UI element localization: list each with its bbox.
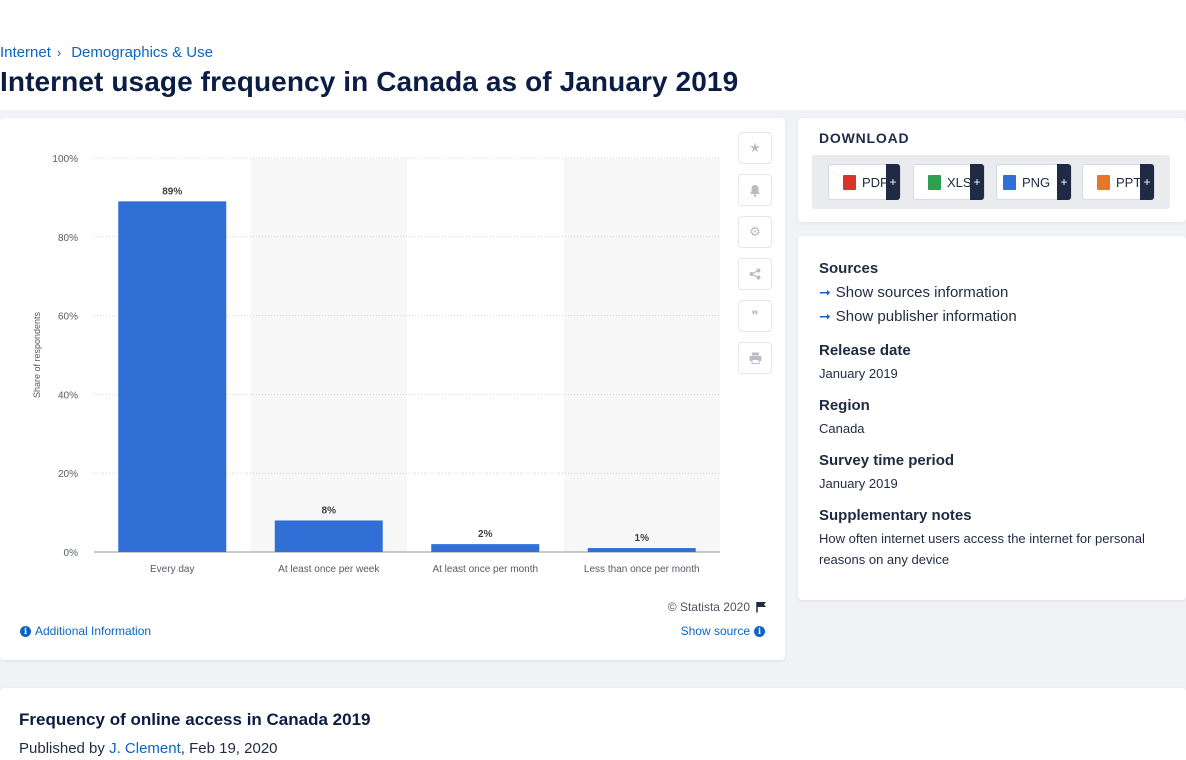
- published-by: Published by J. Clement, Feb 19, 2020: [19, 740, 278, 757]
- data-label: 2%: [478, 529, 493, 540]
- plot-band: [563, 158, 720, 552]
- download-xls-label: XLS: [947, 174, 972, 190]
- chart-credit: © Statista 2020: [668, 600, 767, 614]
- x-tick-label: Every day: [150, 564, 194, 575]
- data-label: 1%: [635, 533, 650, 544]
- gear-icon[interactable]: ⚙: [738, 216, 772, 248]
- download-ppt-button[interactable]: PPT +: [1082, 164, 1155, 200]
- region-heading: Region: [819, 397, 870, 414]
- survey-period-heading: Survey time period: [819, 452, 955, 469]
- download-pdf-label: PDF: [862, 174, 888, 190]
- print-icon[interactable]: [738, 342, 772, 374]
- x-tick-label: At least once per month: [432, 564, 538, 575]
- show-sources-label: Show sources information: [835, 284, 1009, 301]
- release-date-value: January 2019: [819, 366, 898, 381]
- y-tick-label: 100%: [52, 154, 78, 165]
- star-icon[interactable]: ★: [738, 132, 772, 164]
- download-card: DOWNLOAD PDF + XLS + PNG + PPT +: [798, 118, 1186, 222]
- data-label: 89%: [162, 186, 182, 197]
- show-publisher-label: Show publisher information: [835, 308, 1017, 325]
- sources-heading: Sources: [819, 260, 879, 277]
- arrow-right-icon: ➞: [819, 308, 831, 324]
- region-value: Canada: [819, 421, 865, 436]
- download-ppt-label: PPT: [1116, 174, 1142, 190]
- statistic-details: Sources ➞ Show sources information ➞ Sho…: [798, 236, 1186, 600]
- published-date: , Feb 19, 2020: [180, 740, 278, 757]
- show-source-label: Show source: [680, 624, 750, 638]
- bar: [431, 544, 540, 552]
- chart-toolbar: ★ ⚙ ❞: [738, 132, 772, 374]
- additional-information-link[interactable]: i Additional Information: [20, 624, 151, 638]
- data-label: 8%: [322, 505, 337, 516]
- bar: [118, 201, 227, 552]
- y-tick-label: 80%: [58, 233, 78, 244]
- plus-icon[interactable]: +: [886, 164, 900, 200]
- published-prefix: Published by: [19, 740, 110, 757]
- y-tick-label: 60%: [58, 312, 78, 323]
- top-band: [0, 0, 1186, 110]
- plus-icon[interactable]: +: [1057, 164, 1071, 200]
- description-title: Frequency of online access in Canada 201…: [19, 710, 371, 729]
- y-tick-label: 0%: [64, 548, 79, 559]
- author-link[interactable]: J. Clement: [109, 740, 181, 757]
- breadcrumb-separator: ›: [56, 45, 62, 60]
- info-icon: i: [20, 625, 31, 637]
- y-axis-label: Share of respondents: [32, 311, 42, 398]
- bar-chart: 0% 20% 40% 60% 80% 100% Share of respondents 89…: [32, 154, 720, 575]
- plot-band: [250, 158, 407, 552]
- flag-icon[interactable]: [756, 601, 767, 613]
- pdf-file-icon: [843, 174, 856, 190]
- description-card: Frequency of online access in Canada 201…: [0, 688, 1186, 760]
- xls-file-icon: [928, 174, 941, 190]
- y-tick-label: 20%: [58, 469, 78, 480]
- ppt-file-icon: [1097, 174, 1110, 190]
- download-xls-button[interactable]: XLS +: [913, 164, 985, 200]
- x-tick-label: Less than once per month: [584, 564, 700, 575]
- page-title: Internet usage frequency in Canada as of…: [0, 66, 739, 97]
- additional-information-label: Additional Information: [35, 624, 152, 638]
- download-png-label: PNG: [1022, 174, 1051, 190]
- download-pdf-button[interactable]: PDF +: [828, 164, 901, 200]
- info-icon: i: [754, 625, 765, 637]
- share-icon[interactable]: [738, 258, 772, 290]
- breadcrumb-demographics[interactable]: Demographics & Use: [71, 44, 213, 61]
- bar: [587, 548, 696, 552]
- plus-icon[interactable]: +: [1140, 164, 1154, 200]
- supplementary-notes-value: How often internet users access the inte…: [819, 531, 1145, 567]
- show-publisher-link[interactable]: ➞ Show publisher information: [819, 308, 1017, 325]
- release-date-heading: Release date: [819, 342, 911, 359]
- supplementary-notes-heading: Supplementary notes: [819, 507, 972, 524]
- arrow-right-icon: ➞: [819, 284, 831, 300]
- download-title: DOWNLOAD: [819, 130, 910, 146]
- survey-period-value: January 2019: [819, 476, 898, 491]
- quote-icon[interactable]: ❞: [738, 300, 772, 332]
- chart-card: 0% 20% 40% 60% 80% 100% Share of respondents 89…: [0, 118, 785, 660]
- plus-icon[interactable]: +: [970, 164, 984, 200]
- x-tick-label: At least once per week: [278, 564, 380, 575]
- bell-icon[interactable]: [738, 174, 772, 206]
- download-buttons: PDF + XLS + PNG + PPT +: [812, 155, 1170, 209]
- png-file-icon: [1003, 174, 1016, 190]
- show-sources-link[interactable]: ➞ Show sources information: [819, 284, 1008, 301]
- breadcrumb-internet[interactable]: Internet: [0, 44, 51, 61]
- show-source-link[interactable]: Show source i: [681, 624, 765, 638]
- y-tick-label: 40%: [58, 390, 78, 401]
- download-png-button[interactable]: PNG +: [996, 164, 1072, 200]
- credit-text: © Statista 2020: [667, 600, 750, 614]
- breadcrumb: Internet › Demographics & Use: [0, 44, 213, 61]
- bar: [274, 520, 383, 552]
